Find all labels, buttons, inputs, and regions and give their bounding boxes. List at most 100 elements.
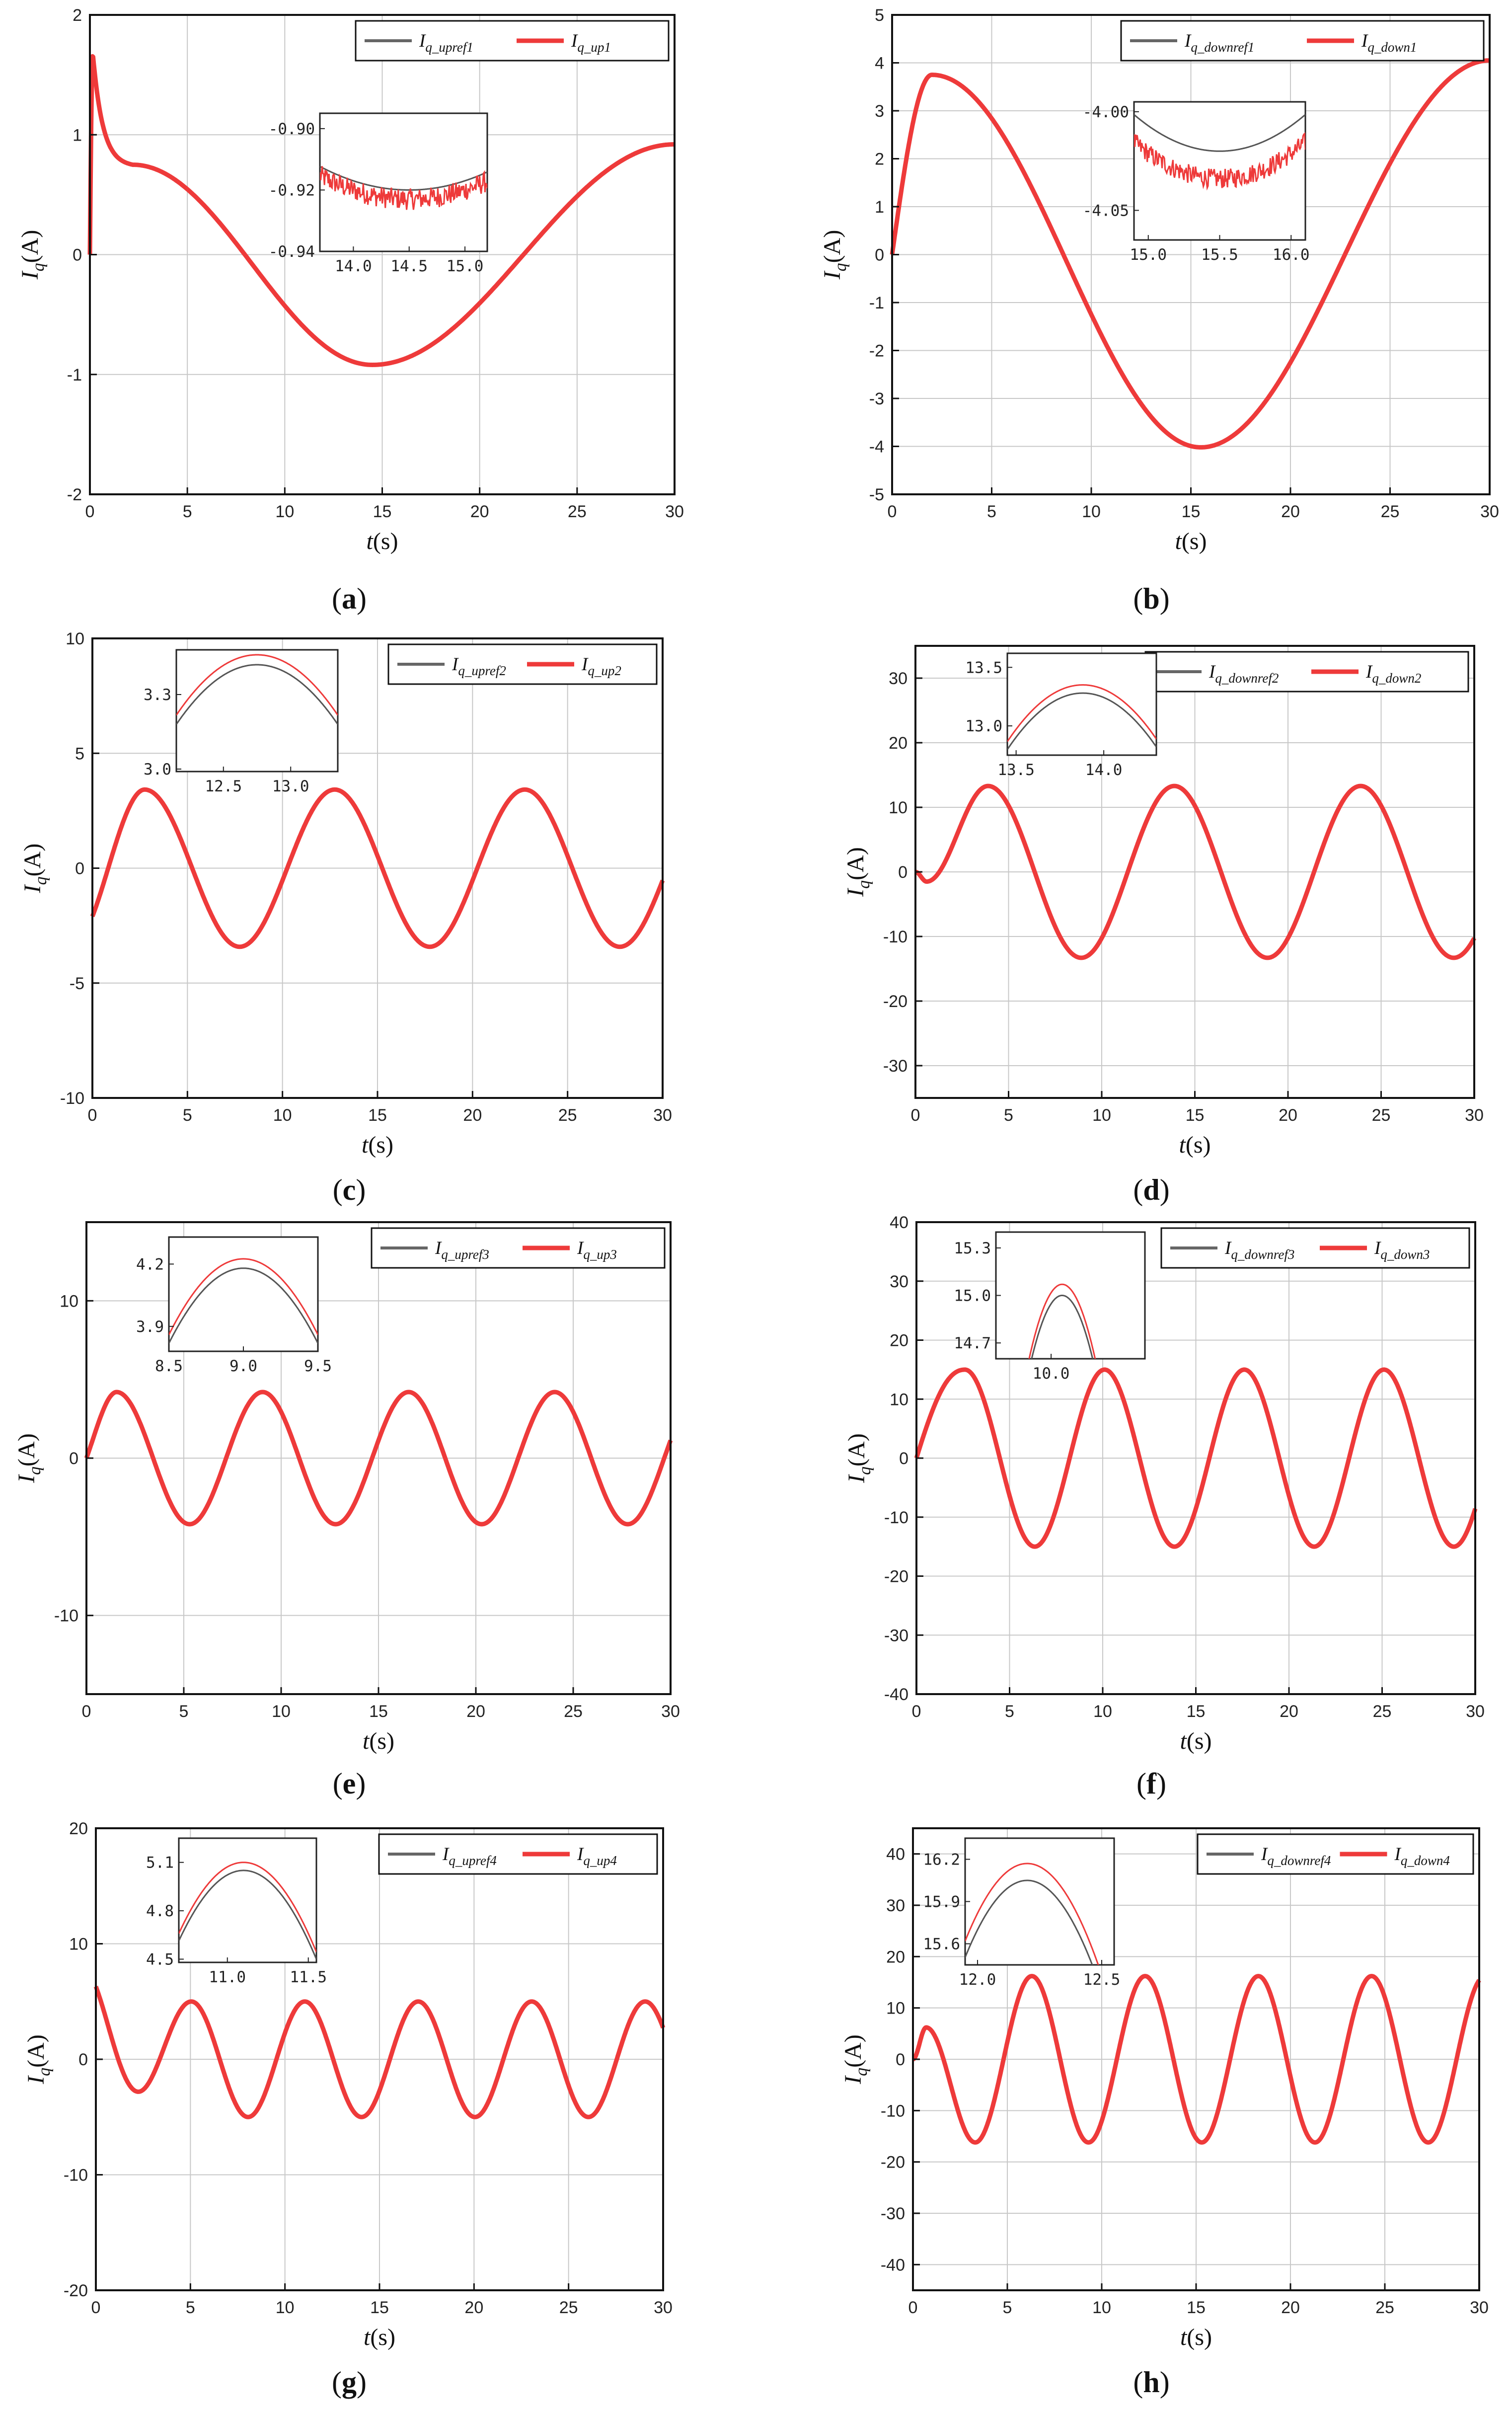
legend: Iq_downref3 Iq_down3 (1160, 1227, 1470, 1269)
inset-reference-line (965, 1879, 1093, 1965)
legend-entry-sub: q_downref2 (1215, 671, 1279, 686)
legend-entry: Iq_down1 (1361, 31, 1417, 55)
chart-panel-b: 0 5 10 15 20 25 30-5-4-3-2-1012345t(s)Iq(A)Iq_… (819, 6, 1499, 615)
y-tick-label: 20 (890, 1331, 908, 1350)
y-axis-label-unit: (A) (23, 2034, 49, 2068)
panel-label-close: ) (357, 2366, 367, 2399)
legend-entry-sub: q_downref3 (1231, 1247, 1294, 1262)
y-tick-label: -5 (869, 485, 884, 504)
y-axis-label-var: I (840, 2075, 866, 2085)
x-tick-label: 0 (908, 2298, 918, 2317)
y-tick-label: -10 (884, 1508, 908, 1527)
inset-y-tick-label: -0.94 (269, 243, 315, 261)
legend-entry-sub: q_down2 (1372, 671, 1421, 686)
panel-label-letter: e (343, 1767, 356, 1800)
inset-y-tick-label: 13.5 (965, 659, 1002, 677)
y-tick-label: 2 (875, 150, 884, 169)
legend-box (1120, 20, 1485, 62)
legend-entry-sub: q_downref1 (1191, 40, 1254, 55)
inset-x-tick-label: 13.5 (997, 761, 1035, 779)
y-axis-label-var: I (19, 884, 46, 893)
inset-x-tick-label: 11.0 (209, 1968, 246, 1986)
series-line-Iq_down3 (914, 1367, 1478, 1549)
y-axis-label-sub: q (856, 1467, 874, 1475)
x-tick-label: 25 (564, 1702, 583, 1721)
x-axis-label-var: t (362, 1132, 369, 1158)
x-tick-label: 30 (1480, 502, 1499, 521)
x-tick-label: 0 (82, 1702, 91, 1721)
y-tick-label: -20 (883, 992, 907, 1011)
y-tick-label: 10 (890, 1390, 908, 1409)
y-tick-label: -30 (884, 1626, 908, 1645)
inset-y-tick-label: 13.0 (965, 717, 1002, 735)
inset-x-tick-label: 14.0 (1085, 761, 1123, 779)
legend: Iq_upref1 Iq_up1 (355, 20, 670, 62)
legend: Iq_downref2 Iq_down2 (1144, 651, 1469, 693)
y-tick-label: 2 (73, 6, 82, 25)
y-tick-label: 5 (875, 6, 884, 25)
legend: Iq_upref2 Iq_up2 (387, 643, 658, 685)
inset-frame (1006, 652, 1157, 756)
panel-label: (c) (333, 1173, 366, 1206)
x-tick-label: 10 (1092, 2298, 1111, 2317)
legend-entry-base: I (1361, 31, 1368, 51)
y-tick-label: 20 (889, 734, 907, 753)
x-tick-label: 5 (183, 1106, 192, 1125)
legend-entry-sub: q_upref2 (458, 663, 506, 678)
x-tick-label: 10 (1082, 502, 1101, 521)
panel-label-letter: c (343, 1173, 356, 1206)
chart-panel-f: 0 5 10 15 20 25 30-40-30-20-10010203040t(s)Iq(… (843, 1213, 1485, 1800)
x-tick-label: 20 (1281, 502, 1300, 521)
inset-actual-line (176, 654, 338, 716)
legend-entry: Iq_downref2 (1209, 662, 1279, 686)
legend-entry-base: I (452, 654, 459, 675)
legend-entry: Iq_up3 (577, 1238, 617, 1262)
x-tick-label: 5 (1005, 1702, 1014, 1721)
y-axis-label: Iq(A) (19, 844, 50, 894)
panel-label-letter: a (342, 582, 357, 615)
x-axis-label-var: t (1179, 1132, 1187, 1158)
panel-label-close: ) (1160, 2366, 1170, 2399)
inset-y-tick-label: 3.9 (136, 1318, 164, 1336)
y-tick-label: -2 (67, 485, 82, 504)
legend-entry-sub: q_upref3 (441, 1247, 489, 1262)
inset-frame (1133, 101, 1306, 241)
inset-reference-line (176, 664, 338, 725)
legend-entry-sub: q_upref4 (449, 1853, 497, 1868)
x-tick-label: 30 (1466, 1702, 1485, 1721)
panel-label-open: ( (1133, 2366, 1143, 2399)
x-tick-label: 20 (1279, 1106, 1297, 1125)
y-tick-label: 0 (899, 1449, 908, 1468)
y-axis-label-sub: q (29, 263, 48, 271)
y-axis-label-sub: q (832, 263, 850, 271)
legend: Iq_upref4 Iq_up4 (378, 1833, 658, 1875)
y-axis-label-sub: q (26, 1467, 44, 1475)
legend-entry-sub: q_up4 (583, 1853, 617, 1868)
inset-x-tick-label: 15.0 (447, 257, 484, 275)
y-tick-label: 0 (78, 2050, 88, 2069)
inset-x-tick-label: 10.0 (1033, 1365, 1070, 1383)
y-axis-label-var: I (13, 1474, 40, 1483)
inset-actual-line (169, 1258, 318, 1335)
y-tick-label: -1 (869, 294, 884, 312)
legend-entry-base: I (1224, 1238, 1232, 1258)
y-tick-label: 10 (60, 1292, 78, 1311)
y-axis-label-unit: (A) (13, 1433, 40, 1467)
panel-label: (g) (332, 2366, 367, 2399)
panel-label-close: ) (356, 1767, 366, 1800)
inset-x-tick-label: 13.0 (272, 778, 309, 795)
x-tick-label: 5 (987, 502, 996, 521)
x-tick-label: 25 (559, 2298, 578, 2317)
x-tick-label: 0 (888, 502, 897, 521)
legend-entry-base: I (577, 1844, 584, 1865)
x-tick-label: 30 (661, 1702, 680, 1721)
panel-label-open: ( (1133, 1173, 1143, 1206)
x-axis-label-var: t (1180, 2324, 1188, 2350)
y-tick-label: 3 (875, 102, 884, 121)
inset-x-tick-label: 12.0 (959, 1971, 996, 1989)
x-axis-label-var: t (367, 528, 374, 554)
x-axis-label: t(s) (1175, 528, 1207, 554)
inset-y-tick-label: 15.6 (923, 1936, 960, 1953)
